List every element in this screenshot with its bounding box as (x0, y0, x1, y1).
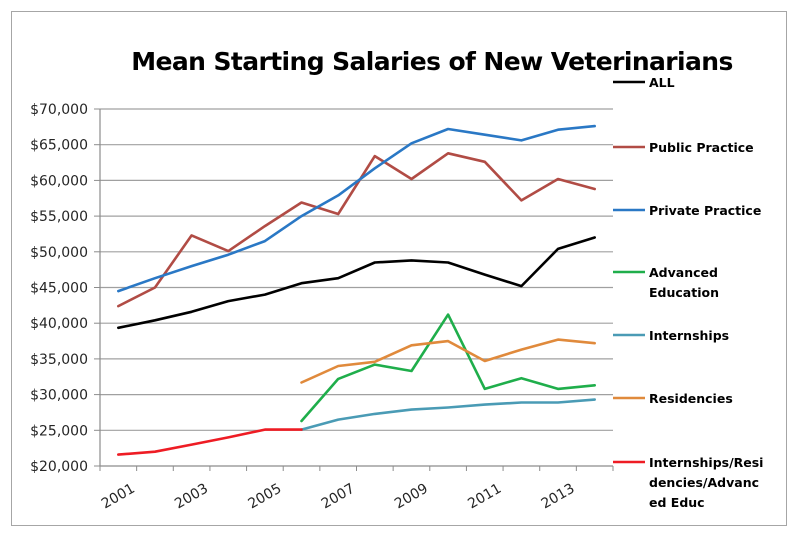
series-line-internships (300, 398, 597, 431)
axes (94, 108, 614, 471)
series-line-private-practice (117, 124, 597, 293)
y-axis-tick-labels: $20,000 $25,000 $30,000 $35,000 $40,000 $45,0… (30, 102, 88, 475)
legend-label: ed Educ (649, 495, 705, 510)
x-tick-label: 2005 (245, 481, 284, 513)
y-tick-label: $65,000 (30, 138, 88, 154)
y-tick-label: $20,000 (30, 459, 88, 475)
legend-label: Internships (649, 328, 729, 343)
legend-label: Residencies (649, 391, 733, 406)
legend-label: Advanced (649, 265, 718, 280)
series-line-advanced-education (300, 313, 597, 423)
legend-item-internships: Internships (613, 328, 729, 343)
y-tick-label: $40,000 (30, 316, 88, 332)
x-tick-label: 2001 (99, 481, 138, 513)
y-tick-label: $55,000 (30, 209, 88, 225)
y-tick-label: $50,000 (30, 245, 88, 261)
y-tick-label: $70,000 (30, 102, 88, 118)
legend-item-private-practice: Private Practice (613, 203, 761, 218)
y-tick-label: $45,000 (30, 281, 88, 297)
x-tick-label: 2003 (172, 481, 211, 513)
y-tick-label: $30,000 (30, 388, 88, 404)
x-tick-label: 2007 (319, 481, 358, 513)
series-lines (117, 124, 597, 456)
x-tick-label: 2013 (539, 481, 578, 513)
legend-label: Public Practice (649, 140, 754, 155)
series-line-internships-residencies-advanced-educ (117, 428, 303, 456)
y-tick-label: $35,000 (30, 352, 88, 368)
series-line-residencies (300, 338, 597, 384)
series-line-public-practice (117, 152, 597, 308)
x-tick-label: 2011 (465, 481, 504, 513)
gridlines (100, 108, 613, 431)
legend-label: Private Practice (649, 203, 761, 218)
x-tick-label: 2009 (392, 481, 431, 513)
legend-item-public-practice: Public Practice (613, 140, 754, 155)
legend-label: Education (649, 285, 719, 300)
chart-frame (11, 11, 787, 526)
chart-title: Mean Starting Salaries of New Veterinari… (131, 47, 733, 76)
legend-item-advanced-education: Advanced Education (613, 265, 719, 300)
legend-item-internships-residencies-advanced-educ: Internships/Resi dencies/Advanc ed Educ (613, 455, 763, 510)
y-tick-label: $60,000 (30, 173, 88, 189)
legend: ALL Public Practice Private Practice Advanc… (613, 75, 763, 510)
legend-item-residencies: Residencies (613, 391, 733, 406)
legend-item-all: ALL (613, 75, 675, 90)
legend-label: Internships/Resi (649, 455, 763, 470)
legend-label: ALL (649, 75, 675, 90)
legend-label: dencies/Advanc (649, 475, 759, 490)
x-axis-tick-labels: 2001 2003 2005 2007 2009 2011 2013 (99, 481, 578, 513)
y-tick-label: $25,000 (30, 423, 88, 439)
series-line-all (117, 236, 597, 330)
